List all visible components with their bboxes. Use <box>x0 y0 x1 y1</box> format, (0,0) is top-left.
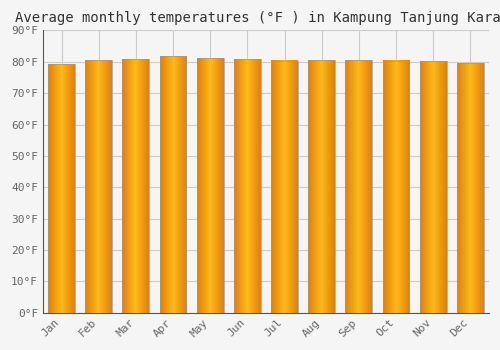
Bar <box>308 60 335 313</box>
Bar <box>86 60 112 313</box>
Bar <box>382 61 409 313</box>
Bar <box>234 59 260 313</box>
Bar <box>346 60 372 313</box>
Bar <box>197 58 224 313</box>
Title: Average monthly temperatures (°F ) in Kampung Tanjung Karang: Average monthly temperatures (°F ) in Ka… <box>14 11 500 25</box>
Bar <box>271 61 298 313</box>
Bar <box>160 56 186 313</box>
Bar <box>48 64 75 313</box>
Bar <box>457 63 483 313</box>
Bar <box>122 59 149 313</box>
Bar <box>420 62 446 313</box>
